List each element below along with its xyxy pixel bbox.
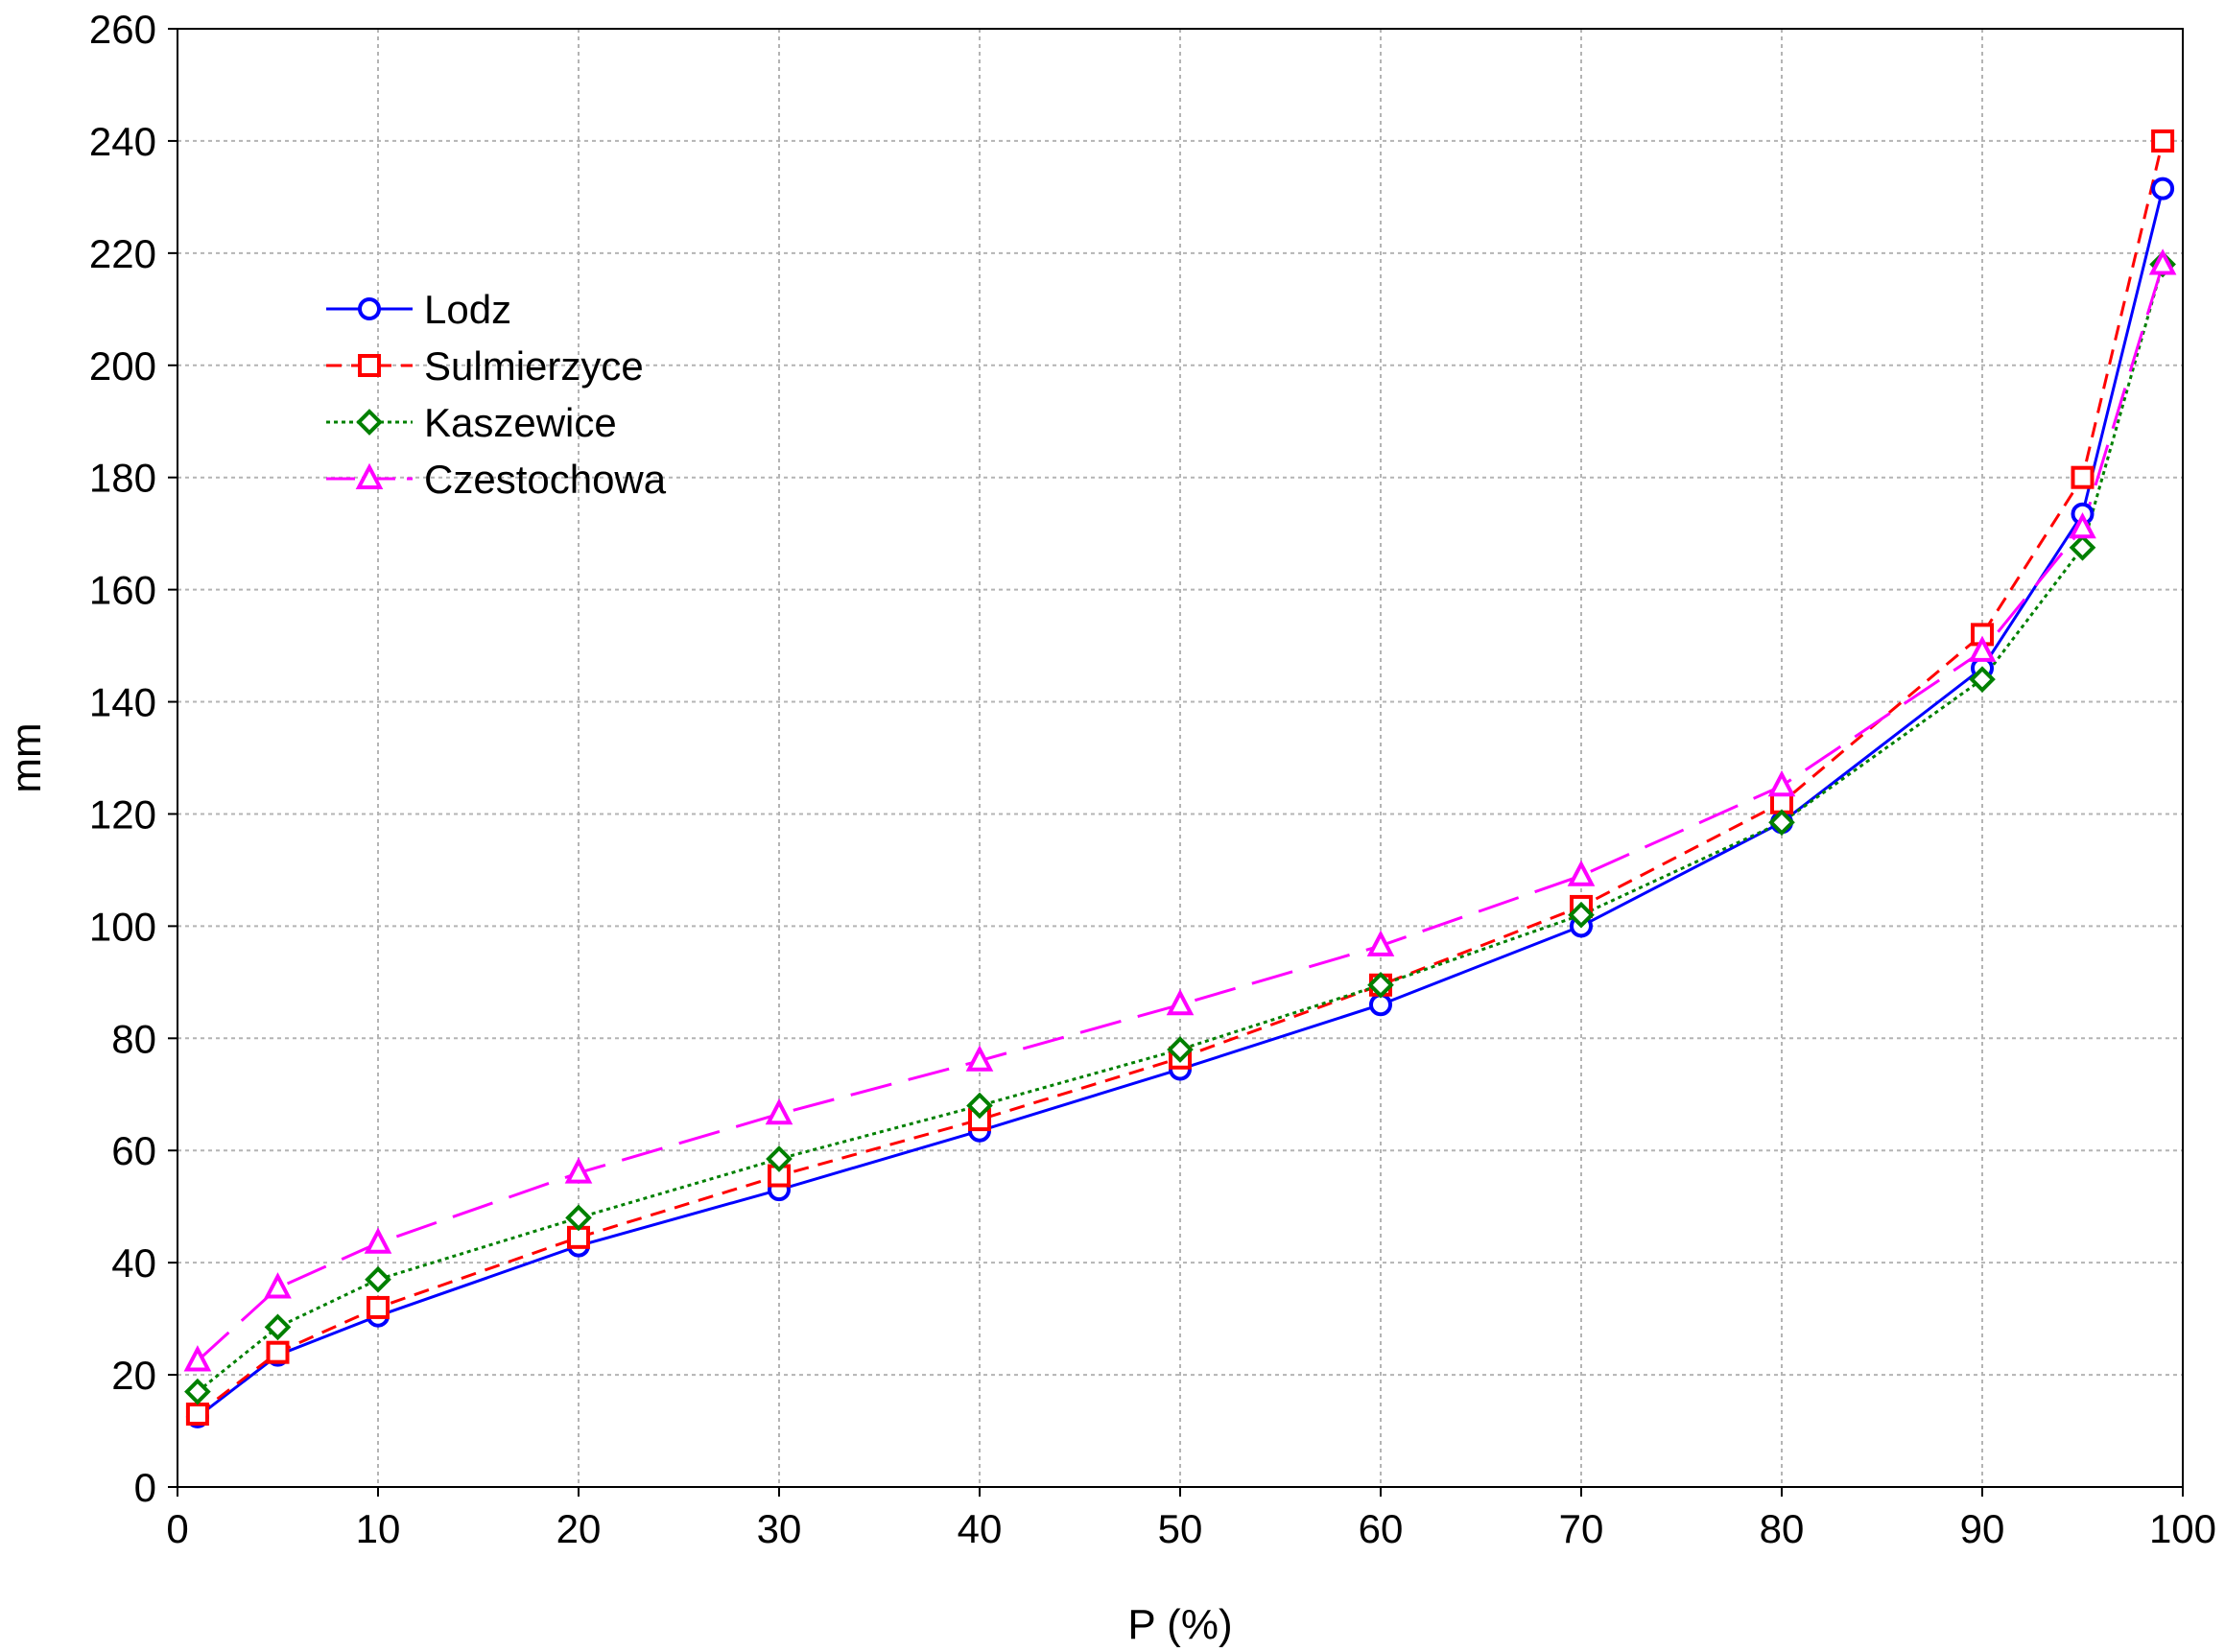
y-tick-label: 180 bbox=[89, 456, 156, 501]
data-point-czestochowa bbox=[1968, 635, 1997, 662]
legend-label: Czestochowa bbox=[424, 457, 667, 502]
series-markers bbox=[183, 129, 2177, 1428]
y-axis-ticks: 0 20 40 60 80 100 120 140 160 180 200 220 240 260 bbox=[89, 7, 178, 1510]
data-point-kaszewice bbox=[565, 1204, 592, 1232]
y-tick-label: 80 bbox=[111, 1016, 156, 1061]
data-point-kaszewice bbox=[365, 1265, 391, 1293]
x-tick-label: 40 bbox=[958, 1506, 1003, 1551]
legend-item-sulmierzyce: Sulmierzyce bbox=[326, 343, 644, 389]
data-point-czestochowa bbox=[2148, 248, 2177, 275]
y-tick-label: 260 bbox=[89, 7, 156, 52]
data-point-kaszewice bbox=[766, 1145, 793, 1172]
legend-marker bbox=[356, 409, 383, 436]
y-tick-label: 100 bbox=[89, 904, 156, 949]
data-point-kaszewice bbox=[1167, 1036, 1194, 1063]
data-point-kaszewice bbox=[264, 1313, 292, 1341]
y-tick-label: 240 bbox=[89, 119, 156, 164]
data-point-kaszewice bbox=[966, 1092, 993, 1120]
x-tick-label: 0 bbox=[166, 1506, 188, 1551]
data-point-kaszewice bbox=[1969, 666, 1996, 693]
x-tick-label: 90 bbox=[1960, 1506, 2005, 1551]
y-tick-label: 140 bbox=[89, 680, 156, 725]
y-tick-label: 60 bbox=[111, 1128, 156, 1173]
data-point-czestochowa bbox=[765, 1097, 793, 1125]
y-tick-label: 120 bbox=[89, 791, 156, 837]
y-axis-title: mm bbox=[3, 722, 50, 792]
x-tick-label: 50 bbox=[1158, 1506, 1203, 1551]
data-point-sulmierzyce bbox=[2071, 465, 2095, 489]
grid-lines bbox=[177, 28, 2184, 1488]
legend-item-czestochowa: Czestochowa bbox=[326, 457, 667, 502]
data-point-czestochowa bbox=[1567, 860, 1596, 886]
data-point-czestochowa bbox=[183, 1345, 212, 1372]
x-tick-label: 80 bbox=[1760, 1506, 1805, 1551]
x-tick-label: 70 bbox=[1559, 1506, 1604, 1551]
y-tick-label: 0 bbox=[134, 1465, 156, 1510]
data-point-czestochowa bbox=[364, 1227, 392, 1254]
x-axis-ticks: 0 10 20 30 40 50 60 70 80 90 100 bbox=[166, 1487, 2216, 1551]
x-tick-label: 60 bbox=[1359, 1506, 1404, 1551]
data-point-kaszewice bbox=[1768, 809, 1795, 837]
data-point-kaszewice bbox=[1568, 901, 1595, 929]
x-tick-label: 20 bbox=[556, 1506, 602, 1551]
x-axis-title: P (%) bbox=[1127, 1601, 1232, 1648]
data-point-sulmierzyce bbox=[2151, 129, 2175, 153]
data-point-czestochowa bbox=[564, 1157, 593, 1184]
legend-item-lodz: Lodz bbox=[326, 287, 511, 332]
legend-marker bbox=[355, 462, 384, 489]
data-point-kaszewice bbox=[184, 1378, 211, 1405]
y-tick-label: 160 bbox=[89, 568, 156, 613]
series-lines bbox=[196, 140, 2165, 1419]
x-tick-label: 100 bbox=[2149, 1506, 2216, 1551]
x-tick-label: 30 bbox=[757, 1506, 802, 1551]
data-point-sulmierzyce bbox=[266, 1340, 290, 1364]
data-point-czestochowa bbox=[264, 1272, 292, 1299]
data-point-czestochowa bbox=[965, 1045, 994, 1072]
data-point-kaszewice bbox=[2069, 533, 2096, 561]
legend-marker bbox=[358, 297, 381, 320]
y-tick-label: 220 bbox=[89, 231, 156, 276]
y-tick-label: 40 bbox=[111, 1240, 156, 1286]
y-tick-label: 20 bbox=[111, 1353, 156, 1398]
data-point-kaszewice bbox=[1367, 971, 1394, 999]
legend-item-kaszewice: Kaszewice bbox=[326, 400, 617, 445]
data-point-czestochowa bbox=[2069, 511, 2096, 539]
legend-label: Lodz bbox=[424, 287, 511, 332]
data-point-czestochowa bbox=[1166, 988, 1195, 1016]
data-point-lodz bbox=[2151, 177, 2175, 201]
data-point-sulmierzyce bbox=[367, 1295, 390, 1319]
series-markers-czestochowa bbox=[183, 248, 2177, 1372]
data-point-czestochowa bbox=[1767, 769, 1796, 797]
y-tick-label: 200 bbox=[89, 343, 156, 389]
legend-label: Sulmierzyce bbox=[424, 343, 644, 389]
x-tick-label: 10 bbox=[356, 1506, 401, 1551]
legend: Lodz Sulmierzyce Kaszewice Czestochowa bbox=[326, 287, 667, 502]
data-point-czestochowa bbox=[1366, 930, 1395, 956]
legend-label: Kaszewice bbox=[424, 400, 617, 445]
legend-marker bbox=[358, 354, 381, 377]
data-point-sulmierzyce bbox=[185, 1403, 209, 1426]
